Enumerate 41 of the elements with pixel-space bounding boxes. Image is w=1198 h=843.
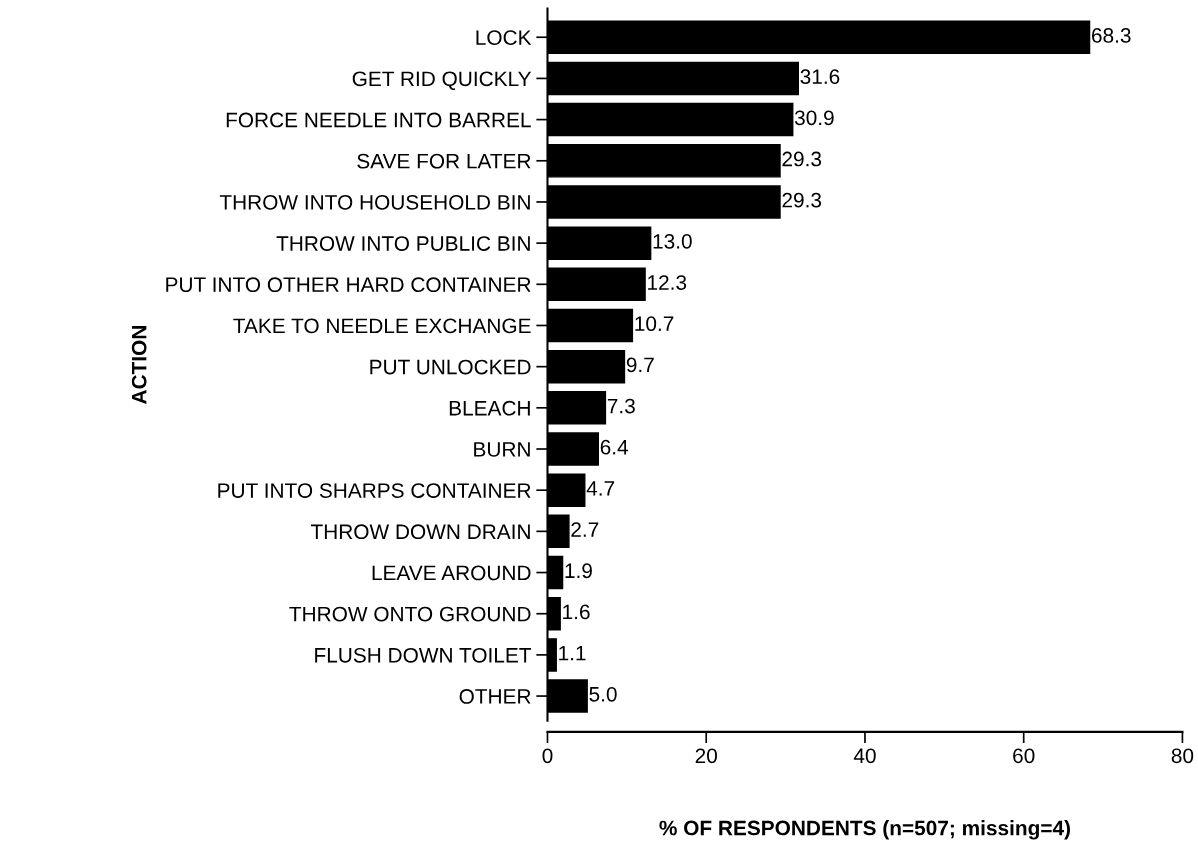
- x-tick-label: 20: [695, 748, 717, 764]
- y-tick-label: BLEACH: [449, 400, 530, 416]
- data-label: 10.7: [635, 316, 674, 332]
- data-label: 7.3: [607, 398, 635, 414]
- data-label: 6.4: [600, 439, 629, 455]
- y-tick-label: THROW ONTO GROUND: [289, 606, 531, 622]
- y-tick-label: THROW INTO HOUSEHOLD BIN: [219, 194, 530, 210]
- y-tick-label: LEAVE AROUND: [372, 565, 531, 581]
- y-tick-label: GET RID QUICKLY: [352, 71, 532, 90]
- data-label: 29.3: [782, 192, 822, 208]
- y-tick-label: PUT INTO OTHER HARD CONTAINER: [166, 277, 531, 293]
- x-tick-label: 40: [853, 748, 876, 764]
- y-tick-label: THROW DOWN DRAIN: [310, 524, 530, 540]
- y-tick-label: PUT UNLOCKED: [370, 359, 531, 375]
- y-tick-label: BURN: [474, 442, 530, 457]
- x-tick-label: 80: [1171, 748, 1194, 764]
- data-label: 31.6: [800, 69, 840, 85]
- data-label: 4.7: [586, 481, 615, 496]
- y-tick-label: FLUSH DOWN TOILET: [315, 647, 532, 663]
- data-label: 13.0: [653, 233, 692, 249]
- y-tick-label: TAKE TO NEEDLE EXCHANGE: [233, 318, 531, 334]
- x-tick-label: 60: [1013, 748, 1035, 764]
- data-label: 9.7: [626, 357, 654, 373]
- x-tick-label: 0: [542, 748, 553, 764]
- y-tick-label: OTHER: [459, 689, 531, 704]
- y-tick-label: SAVE FOR LATER: [357, 153, 531, 169]
- data-label: 1.1: [559, 645, 586, 661]
- data-label: 1.9: [565, 563, 592, 579]
- y-axis-title: ACTION: [131, 326, 147, 405]
- x-axis-title: % OF RESPONDENTS (n=507; missing=4): [659, 820, 1070, 840]
- data-label: 5.0: [589, 686, 617, 702]
- y-tick-label: THROW INTO PUBLIC BIN: [276, 236, 530, 251]
- data-label: 12.3: [648, 275, 687, 290]
- y-tick-label: LOCK: [476, 30, 532, 46]
- data-label: 1.6: [563, 604, 590, 620]
- data-label: 2.7: [571, 522, 599, 537]
- y-tick-label: FORCE NEEDLE INTO BARREL: [226, 112, 531, 128]
- data-label: 68.3: [1092, 28, 1131, 43]
- data-label: 30.9: [794, 110, 834, 126]
- y-tick-label: PUT INTO SHARPS CONTAINER: [218, 483, 531, 498]
- data-label: 29.3: [782, 151, 822, 167]
